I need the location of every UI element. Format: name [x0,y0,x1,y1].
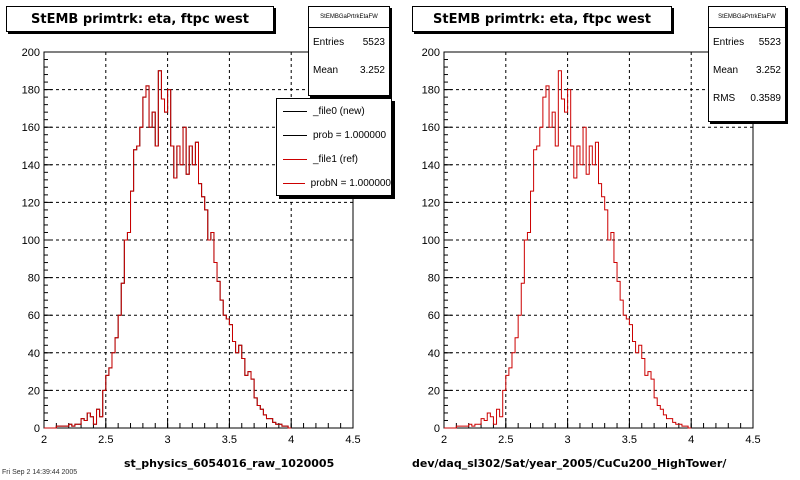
x-tick-label: 2.5 [98,434,113,446]
chart-title-right: StEMB primtrk: eta, ftpc west [412,6,672,32]
y-tick-label: 180 [22,85,40,97]
stats-mean-row-left: Mean 3.252 [309,56,389,84]
legend-swatch-red [283,158,307,160]
x-tick-label: 3 [165,434,171,446]
legend-box: _file0 (new) prob = 1.000000 _file1 (ref… [276,98,392,196]
stats-entries-label: Entries [713,36,745,48]
y-tick-label: 100 [22,235,40,247]
stats-mean-label: Mean [313,64,339,76]
x-tick-label: 3.5 [622,434,637,446]
stats-mean-row-right: Mean 3.252 [709,56,785,84]
y-tick-label: 200 [22,47,40,59]
stats-entries-value: 5523 [758,36,781,48]
y-tick-label: 80 [28,273,40,285]
legend-swatch-black [283,110,307,112]
x-tick-label: 2 [441,434,447,446]
y-tick-label: 20 [428,385,440,397]
legend-label: _file1 (ref) [313,153,359,165]
y-tick-label: 40 [428,348,440,360]
stats-box-left: StEMBGaPrtrkEtaFW Entries 5523 Mean 3.25… [308,6,390,96]
x-tick-label: 4.5 [345,434,360,446]
y-tick-label: 140 [422,160,440,172]
chart-title-left: StEMB primtrk: eta, ftpc west [6,6,274,32]
y-tick-label: 180 [422,85,440,97]
y-tick-label: 200 [422,47,440,59]
legend-entry-probn: probN = 1.000000 [277,171,391,195]
histogram-series-ref [444,70,692,429]
x-axis-title-left: st_physics_6054016_raw_1020005 [124,457,335,470]
stats-mean-label: Mean [713,64,739,76]
stats-entries-row-left: Entries 5523 [309,28,389,56]
x-tick-label: 4 [288,434,294,446]
footer-timestamp: Fri Sep 2 14:39:44 2005 [2,469,78,476]
stats-name-left: StEMBGaPrtrkEtaFW [309,7,389,28]
y-tick-label: 0 [434,423,440,435]
y-tick-label: 100 [422,235,440,247]
y-tick-label: 140 [22,160,40,172]
y-tick-label: 60 [428,310,440,322]
legend-label: probN = 1.000000 [310,177,391,189]
legend-swatch-black [283,134,307,136]
legend-swatch-red [283,182,305,184]
legend-entry-file0: _file0 (new) [277,99,391,123]
y-tick-label: 60 [28,310,40,322]
stats-entries-row-right: Entries 5523 [709,28,785,56]
stats-rms-row-right: RMS 0.3589 [709,84,785,112]
y-tick-label: 20 [28,385,40,397]
legend-entry-prob: prob = 1.000000 [277,123,391,147]
legend-label: prob = 1.000000 [313,129,387,141]
y-tick-label: 160 [22,122,40,134]
plot-frame-right [443,51,754,429]
x-tick-label: 3 [565,434,571,446]
stats-rms-value: 0.3589 [750,92,781,104]
stats-entries-value: 5523 [362,36,385,48]
x-tick-label: 3.5 [222,434,237,446]
legend-label: _file0 (new) [313,105,365,117]
stats-entries-label: Entries [313,36,345,48]
legend-entry-file1: _file1 (ref) [277,147,391,171]
stats-mean-value: 3.252 [359,64,385,76]
y-tick-label: 120 [22,197,40,209]
stats-box-right: StEMBGaPrtrkEtaFW Entries 5523 Mean 3.25… [708,6,786,122]
y-tick-label: 80 [428,273,440,285]
histogram-series--file1-ref- [44,70,292,429]
stats-mean-value: 3.252 [755,64,781,76]
y-tick-label: 40 [28,348,40,360]
y-tick-label: 120 [422,197,440,209]
x-tick-label: 2.5 [498,434,513,446]
y-tick-label: 160 [422,122,440,134]
x-tick-label: 4.5 [745,434,760,446]
y-tick-label: 0 [34,423,40,435]
stats-name-right: StEMBGaPrtrkEtaFW [709,7,785,28]
x-tick-label: 2 [41,434,47,446]
chart-title-right-text: StEMB primtrk: eta, ftpc west [433,11,651,27]
x-axis-title-right: dev/daq_sl302/Sat/year_2005/CuCu200_High… [412,457,727,470]
stats-rms-label: RMS [713,92,736,104]
x-tick-label: 4 [688,434,694,446]
chart-title-left-text: StEMB primtrk: eta, ftpc west [31,11,249,27]
